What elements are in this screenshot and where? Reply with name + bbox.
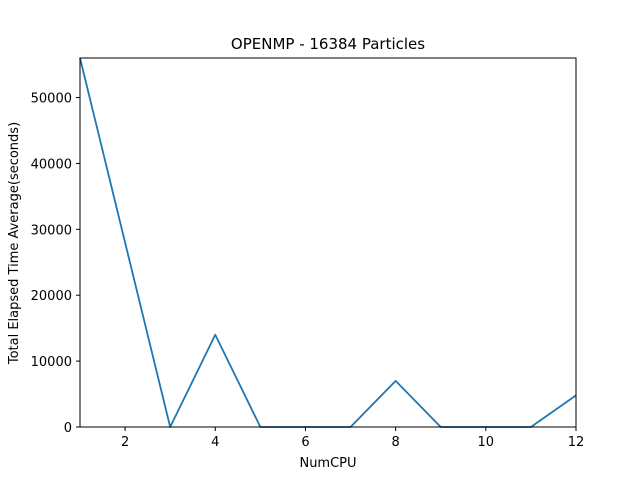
chart-title: OPENMP - 16384 Particles <box>231 35 425 53</box>
x-axis-label: NumCPU <box>299 456 356 471</box>
y-axis-label: Total Elapsed Time Average(seconds) <box>7 122 22 365</box>
x-tick-label: 2 <box>121 435 129 450</box>
x-tick-label: 12 <box>568 435 585 450</box>
x-tick-label: 10 <box>478 435 495 450</box>
x-tick-label: 8 <box>391 435 399 450</box>
plot-frame <box>79 57 577 428</box>
plot-area: 2 4 6 8 10 12 0 10000 20000 30000 40000 50000 <box>31 57 585 450</box>
y-tick-label: 10000 <box>31 355 72 370</box>
x-tick-label: 6 <box>301 435 309 450</box>
y-tick-label: 20000 <box>31 289 72 304</box>
y-tick-label: 0 <box>64 421 72 436</box>
y-tick-label: 30000 <box>31 223 72 238</box>
x-tick-label: 4 <box>211 435 219 450</box>
y-tick-label: 50000 <box>31 92 72 107</box>
y-tick-label: 40000 <box>31 157 72 172</box>
